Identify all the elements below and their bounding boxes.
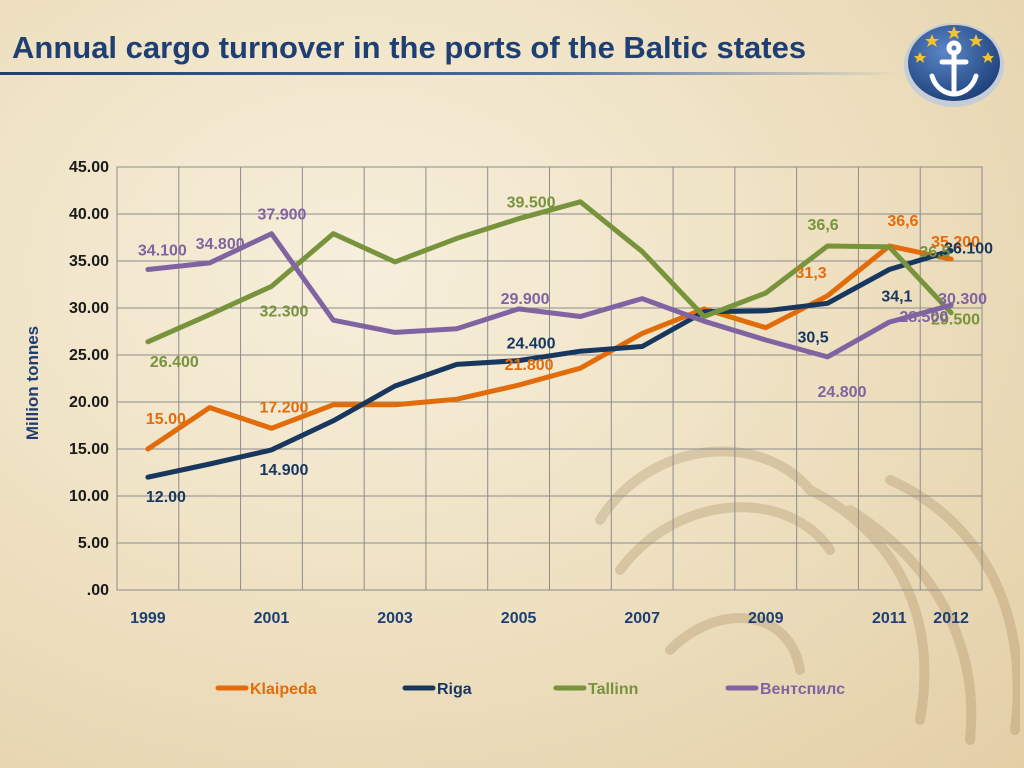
y-tick-label: 20.00 — [69, 394, 109, 411]
x-tick-label: 2003 — [377, 610, 413, 627]
y-tick-label: .00 — [87, 582, 109, 599]
x-tick-label: 2007 — [624, 610, 660, 627]
chart-legend: Klaipeda Riga Tallinn Вентспилс — [215, 681, 845, 698]
legend-label: Tallinn — [588, 681, 638, 698]
data-label: 36,6 — [887, 213, 918, 230]
x-tick-label: 2011 — [872, 610, 907, 627]
data-label: 36,5 — [919, 244, 950, 261]
x-tick-label: 2001 — [254, 610, 290, 627]
title-underline — [0, 72, 900, 75]
x-tick-label: 2012 — [933, 610, 969, 627]
legend-label: Вентспилс — [760, 681, 845, 698]
data-label: 14.900 — [259, 462, 308, 479]
y-axis-label: Million tonnes — [23, 326, 42, 440]
data-label: 24.800 — [818, 384, 867, 401]
series-line-Tallinn — [145, 199, 954, 345]
x-tick-label: 1999 — [130, 610, 166, 627]
data-label: 36,6 — [808, 217, 839, 234]
chart-series — [145, 199, 954, 480]
y-tick-label: 5.00 — [78, 535, 109, 552]
y-tick-label: 25.00 — [69, 347, 109, 364]
data-label: 39.500 — [507, 195, 556, 212]
data-label: 24.400 — [507, 336, 556, 353]
x-tick-label: 2009 — [748, 610, 784, 627]
data-label: 15.00 — [146, 411, 186, 428]
y-tick-label: 30.00 — [69, 300, 109, 317]
legend-label: Klaipeda — [250, 681, 317, 698]
data-label: 37.900 — [257, 207, 306, 224]
chart-data-labels: 15.00 17.200 21.800 31,3 36,6 35.200 12.00 14.9… — [138, 195, 993, 507]
data-label: 34,1 — [881, 288, 912, 305]
chart-grid — [116, 166, 983, 591]
data-label: 34.100 — [138, 242, 187, 259]
data-label: 29.900 — [501, 291, 550, 308]
y-tick-label: 45.00 — [69, 159, 109, 176]
data-label: 26.400 — [150, 354, 199, 371]
legend-label: Riga — [437, 681, 472, 698]
data-label: 34.800 — [196, 236, 245, 253]
data-label: 30,5 — [798, 329, 829, 346]
data-label: 29.500 — [931, 312, 980, 329]
series-line-Klaipeda — [145, 243, 954, 452]
data-label: 28.500 — [899, 309, 948, 326]
data-label: 30.300 — [938, 291, 987, 308]
page-title: Annual cargo turnover in the ports of th… — [12, 30, 807, 65]
y-tick-label: 35.00 — [69, 253, 109, 270]
y-tick-label: 40.00 — [69, 206, 109, 223]
data-label: 36.100 — [944, 241, 993, 258]
data-label: 17.200 — [259, 399, 308, 416]
port-logo-icon — [904, 23, 1004, 107]
series-line-Riga — [145, 248, 954, 480]
data-label: 35.200 — [931, 234, 980, 251]
data-label: 12.00 — [146, 489, 186, 506]
data-label: 21.800 — [505, 357, 554, 374]
y-tick-label: 15.00 — [69, 441, 109, 458]
data-label: 32.300 — [259, 303, 308, 320]
series-line-Вентспилс — [145, 231, 954, 360]
x-tick-label: 2005 — [501, 610, 537, 627]
chart-axes: .00 5.00 10.00 15.00 20.00 25.00 30.00 35.00 40.… — [69, 159, 969, 627]
y-tick-label: 10.00 — [69, 488, 109, 505]
data-label: 31,3 — [796, 265, 827, 282]
